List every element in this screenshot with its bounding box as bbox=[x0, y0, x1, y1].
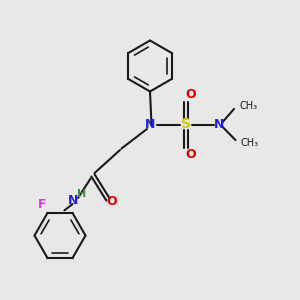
Text: O: O bbox=[106, 195, 117, 208]
Text: N: N bbox=[214, 118, 224, 131]
Text: O: O bbox=[185, 148, 196, 161]
Text: S: S bbox=[181, 118, 191, 131]
Text: O: O bbox=[185, 88, 196, 101]
Text: N: N bbox=[68, 194, 79, 208]
Text: CH₃: CH₃ bbox=[239, 101, 257, 111]
Text: F: F bbox=[38, 198, 46, 211]
Text: N: N bbox=[145, 118, 155, 131]
Text: CH₃: CH₃ bbox=[241, 138, 259, 148]
Text: H: H bbox=[77, 189, 86, 200]
